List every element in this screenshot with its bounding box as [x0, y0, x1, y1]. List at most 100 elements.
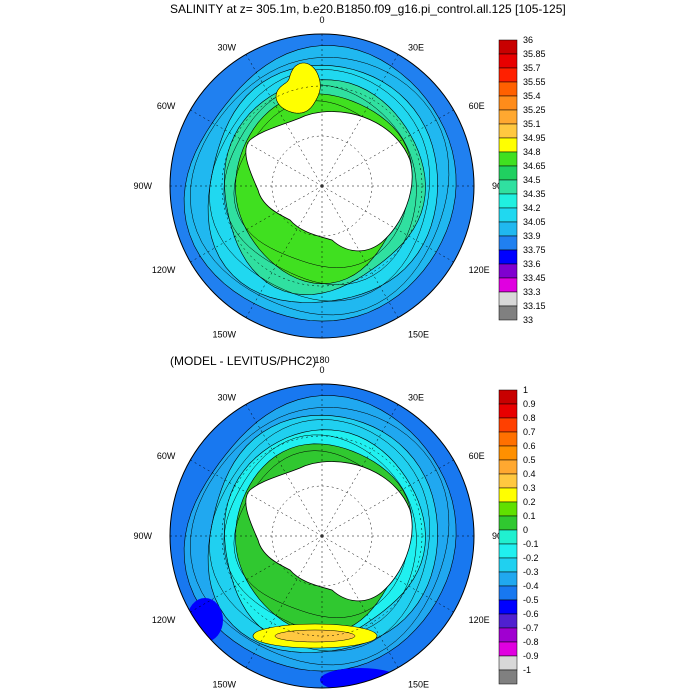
colorbar-label: 33.75: [523, 245, 546, 255]
longitude-label: 120W: [152, 265, 176, 275]
colorbar-swatch: [498, 389, 518, 405]
colorbar-swatch: [498, 403, 518, 419]
longitude-label: 90W: [133, 531, 152, 541]
longitude-label: 60E: [469, 101, 485, 111]
colorbar-label: 36: [523, 35, 533, 45]
colorbar-label: 35.85: [523, 49, 546, 59]
colorbar-label: -0.1: [523, 539, 539, 549]
longitude-label: 120E: [469, 615, 490, 625]
colorbar: 36 35.85 35.7 35.55 35.4 35.25 35.1 34.95 34.8 34…: [498, 35, 546, 325]
colorbar-label: -0.9: [523, 651, 539, 661]
colorbar-swatch: [498, 53, 518, 69]
colorbar-swatch: [498, 81, 518, 97]
longitude-label: 0: [319, 365, 324, 375]
colorbar-label: 34.2: [523, 203, 541, 213]
meridian: [245, 535, 323, 668]
colorbar-swatch: [498, 263, 518, 279]
colorbar-swatch: [498, 529, 518, 545]
colorbar-label: 35.1: [523, 119, 541, 129]
colorbar-swatch: [498, 487, 518, 503]
colorbar-label: -0.6: [523, 609, 539, 619]
colorbar-label: -0.7: [523, 623, 539, 633]
colorbar-label: -0.3: [523, 567, 539, 577]
negative-anomaly-patch: [187, 598, 223, 642]
colorbar-swatch: [498, 39, 518, 55]
colorbar-swatch: [498, 277, 518, 293]
colorbar-swatch: [498, 655, 518, 671]
map-border: [169, 33, 475, 339]
colorbar-swatch: [498, 613, 518, 629]
colorbar-label: -1: [523, 665, 531, 675]
antarctica-land: [245, 111, 413, 252]
meridian: [245, 54, 323, 187]
colorbar: 1 0.9 0.8 0.7 0.6 0.5 0.4 0.3 0.2 0.1 0 -0.1 -0.2 -0.…: [498, 385, 539, 685]
colorbar-swatch: [498, 571, 518, 587]
antarctica-land: [245, 461, 413, 602]
colorbar-swatch: [498, 179, 518, 195]
colorbar-label: 0.6: [523, 441, 536, 451]
colorbar-label: -0.4: [523, 581, 539, 591]
longitude-label: 30E: [408, 42, 424, 52]
colorbar-label: 34.8: [523, 147, 541, 157]
colorbar-label: 0.1: [523, 511, 536, 521]
longitude-label: 150E: [408, 680, 429, 690]
meridian: [321, 459, 454, 537]
meridian: [321, 404, 399, 537]
colorbar-label: 33.6: [523, 259, 541, 269]
colorbar-label: 35.55: [523, 77, 546, 87]
colorbar-label: 0.5: [523, 455, 536, 465]
colorbar-label: 0.4: [523, 469, 536, 479]
map-border: [169, 383, 475, 689]
map-field: [170, 384, 474, 688]
colorbar-swatch: [498, 459, 518, 475]
salinity-map: 030E60E90E120E150E180150W120W90W60W30W36…: [133, 15, 546, 365]
colorbar-swatch: [498, 95, 518, 111]
colorbar-swatch: [498, 67, 518, 83]
longitude-label: 90W: [133, 181, 152, 191]
longitude-label: 150W: [212, 680, 236, 690]
colorbar-label: 33.3: [523, 287, 541, 297]
map-field: [170, 34, 474, 338]
colorbar-label: -0.2: [523, 553, 539, 563]
difference-map-title: (MODEL - LEVITUS/PHC2): [170, 354, 317, 368]
colorbar-swatch: [498, 151, 518, 167]
colorbar-label: -0.5: [523, 595, 539, 605]
meridian: [321, 535, 399, 668]
colorbar-swatch: [498, 543, 518, 559]
colorbar-swatch: [498, 193, 518, 209]
meridian: [321, 185, 454, 263]
meridian: [321, 185, 399, 318]
colorbar-label: 34.95: [523, 133, 546, 143]
longitude-label: 150W: [212, 330, 236, 340]
colorbar-label: 0.3: [523, 483, 536, 493]
colorbar-label: 33.15: [523, 301, 546, 311]
meridian: [245, 404, 323, 537]
colorbar-swatch: [498, 599, 518, 615]
colorbar-swatch: [498, 473, 518, 489]
colorbar-swatch: [498, 123, 518, 139]
colorbar-label: 0.9: [523, 399, 536, 409]
colorbar-label: 35.4: [523, 91, 541, 101]
colorbar-swatch: [498, 445, 518, 461]
colorbar-swatch: [498, 221, 518, 237]
longitude-label: 30W: [217, 392, 236, 402]
meridian: [321, 109, 454, 187]
contour-line: [223, 84, 417, 286]
colorbar-label: 0: [523, 525, 528, 535]
colorbar-swatch: [498, 235, 518, 251]
colorbar-label: 1: [523, 385, 528, 395]
colorbar-swatch: [498, 417, 518, 433]
meridian: [190, 535, 323, 613]
colorbar-label: 35.25: [523, 105, 546, 115]
longitude-label: 60E: [469, 451, 485, 461]
longitude-label: 0: [319, 15, 324, 25]
colorbar-swatch: [498, 207, 518, 223]
colorbar-swatch: [498, 109, 518, 125]
map-title: SALINITY at z= 305.1m, b.e20.B1850.f09_g…: [170, 2, 566, 16]
colorbar-swatch: [498, 585, 518, 601]
difference-map-panel: 030E60E90E120E150E180150W120W90W60W30W10…: [0, 350, 700, 700]
longitude-label: 120E: [469, 265, 490, 275]
longitude-label: 120W: [152, 615, 176, 625]
salinity-map-panel: 030E60E90E120E150E180150W120W90W60W30W36…: [133, 15, 546, 365]
meridian: [190, 459, 323, 537]
